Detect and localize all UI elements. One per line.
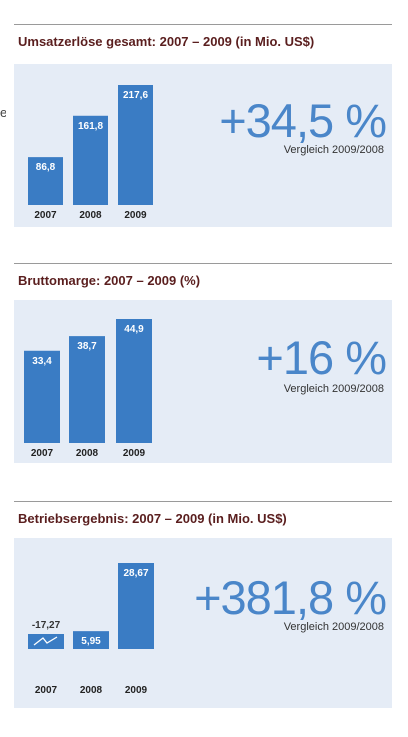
headline-percentage: +381,8 % bbox=[194, 571, 387, 624]
comparison-note: Vergleich 2009/2008 bbox=[283, 621, 384, 633]
value-label-2009: 44,9 bbox=[124, 324, 144, 335]
category-label-2009: 2009 bbox=[123, 448, 146, 459]
chart-title: Umsatzerlöse gesamt: 2007 – 2009 (in Mio… bbox=[18, 34, 315, 49]
comparison-note: Vergleich 2009/2008 bbox=[283, 383, 384, 395]
section-divider bbox=[14, 501, 392, 502]
section-divider bbox=[14, 263, 392, 264]
bar-2008 bbox=[73, 631, 109, 649]
category-label-2009: 2009 bbox=[124, 210, 147, 221]
bar-2009 bbox=[116, 319, 152, 443]
category-label-2008: 2008 bbox=[76, 448, 99, 459]
value-label-2007: 33,4 bbox=[32, 356, 52, 367]
section-divider bbox=[14, 24, 392, 25]
value-label-2007: -17,27 bbox=[32, 620, 61, 631]
bar-2009 bbox=[118, 563, 154, 649]
value-label-2008: 5,95 bbox=[81, 636, 101, 647]
value-label-2008: 161,8 bbox=[78, 121, 103, 132]
bar-chart: 86,8 2007 161,8 2008 217,6 2009 bbox=[28, 85, 153, 221]
chart-section-operating-result: Betriebsergebnis: 2007 – 2009 (in Mio. U… bbox=[14, 501, 392, 708]
category-label-2007: 2007 bbox=[35, 685, 58, 696]
category-label-2007: 2007 bbox=[34, 210, 57, 221]
bar-2007 bbox=[24, 350, 60, 443]
chart-panel: -17,27 2007 5,95 2008 28,67 2009 +381,8 % Ver… bbox=[14, 538, 392, 708]
axis-break-mark bbox=[33, 636, 58, 646]
value-label-2009: 28,67 bbox=[123, 568, 148, 579]
chart-title: Bruttomarge: 2007 – 2009 (%) bbox=[18, 273, 201, 288]
chart-panel: 86,8 2007 161,8 2008 217,6 2009 +34,5 % Vergl… bbox=[14, 64, 392, 227]
chart-section-gross-margin: Bruttomarge: 2007 – 2009 (%) 33,4 2007 38,… bbox=[14, 263, 392, 463]
headline-percentage: +34,5 % bbox=[219, 94, 387, 147]
bar-2008 bbox=[73, 115, 108, 205]
value-label-2009: 217,6 bbox=[123, 90, 148, 101]
bar-2007 bbox=[28, 157, 63, 205]
category-label-2008: 2008 bbox=[79, 210, 102, 221]
bar-chart: 33,4 2007 38,7 2008 44,9 2009 bbox=[24, 319, 152, 459]
category-label-2008: 2008 bbox=[80, 685, 103, 696]
bar-chart: -17,27 2007 5,95 2008 28,67 2009 bbox=[28, 563, 154, 696]
category-label-2009: 2009 bbox=[125, 685, 148, 696]
bar-2008 bbox=[69, 336, 105, 443]
category-label-2007: 2007 bbox=[31, 448, 54, 459]
chart-section-revenue: Umsatzerlöse gesamt: 2007 – 2009 (in Mio… bbox=[14, 24, 392, 227]
value-label-2008: 38,7 bbox=[77, 341, 97, 352]
value-label-2007: 86,8 bbox=[36, 162, 56, 173]
comparison-note: Vergleich 2009/2008 bbox=[283, 144, 384, 156]
chart-title: Betriebsergebnis: 2007 – 2009 (in Mio. U… bbox=[18, 511, 287, 526]
chart-panel: 33,4 2007 38,7 2008 44,9 2009 +16 % Vergleich… bbox=[14, 300, 392, 463]
stray-text-fragment: e bbox=[0, 106, 6, 119]
bar-2009 bbox=[118, 85, 153, 205]
headline-percentage: +16 % bbox=[256, 331, 387, 384]
